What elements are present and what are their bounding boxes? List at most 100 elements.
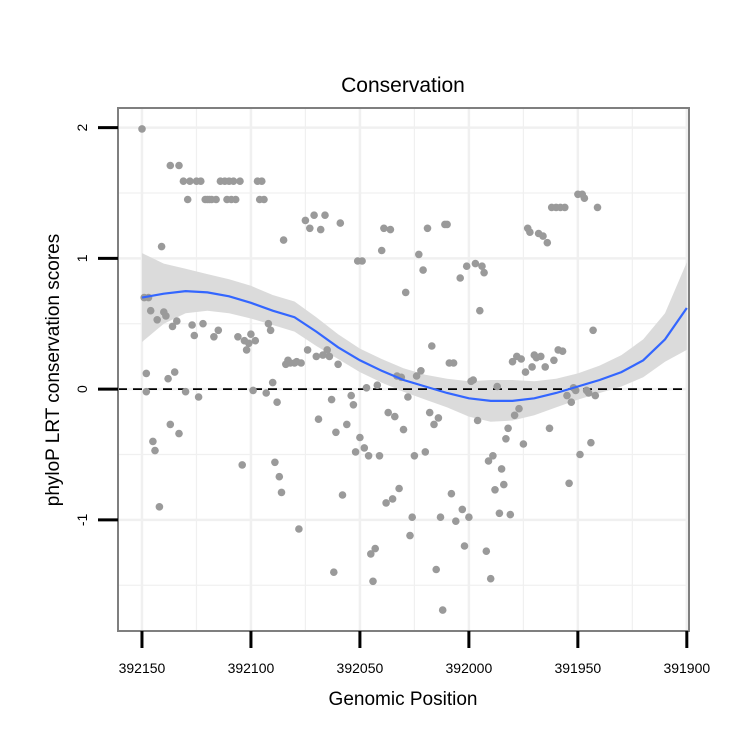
- x-tick-label: 391900: [663, 660, 710, 676]
- data-point: [343, 420, 351, 429]
- data-point: [382, 499, 390, 507]
- data-point: [438, 606, 447, 614]
- data-point: [297, 359, 305, 367]
- data-point: [510, 411, 519, 420]
- data-point: [565, 479, 573, 488]
- y-tick-label: 0: [74, 385, 90, 393]
- data-point: [434, 414, 443, 422]
- smooth-curve: [141, 289, 688, 402]
- data-point: [497, 465, 506, 473]
- data-point: [166, 161, 175, 170]
- data-point: [384, 408, 393, 417]
- data-point: [330, 568, 338, 576]
- data-point: [323, 346, 332, 354]
- data-point: [421, 448, 430, 456]
- chart-title: Conservation: [341, 74, 465, 97]
- data-point: [423, 224, 432, 233]
- data-point: [528, 363, 536, 371]
- data-point: [157, 242, 166, 251]
- data-point: [188, 321, 196, 329]
- data-point: [521, 368, 530, 376]
- data-point: [212, 195, 220, 204]
- data-point: [500, 480, 508, 489]
- data-point: [360, 444, 369, 452]
- data-point: [153, 316, 161, 324]
- data-point: [236, 177, 244, 185]
- data-point: [273, 398, 281, 407]
- data-point: [401, 288, 410, 297]
- data-point: [456, 274, 465, 282]
- data-point: [506, 510, 515, 519]
- data-point: [351, 448, 360, 456]
- data-point: [245, 339, 253, 348]
- data-point: [173, 317, 181, 325]
- y-tick-label: 2: [74, 123, 90, 131]
- data-point: [146, 306, 155, 315]
- data-point: [515, 404, 523, 413]
- data-point: [367, 550, 375, 558]
- data-point: [197, 177, 205, 185]
- data-point: [436, 513, 445, 521]
- data-point: [190, 331, 199, 340]
- data-point: [266, 326, 275, 335]
- y-tick-label: -1: [74, 513, 90, 526]
- data-point: [388, 495, 397, 503]
- data-point: [194, 393, 203, 401]
- data-point: [563, 391, 571, 400]
- data-point: [371, 544, 380, 553]
- data-point: [149, 437, 157, 446]
- data-point: [377, 246, 386, 255]
- data-point: [279, 236, 288, 244]
- data-point: [415, 250, 423, 259]
- data-point: [151, 446, 159, 455]
- data-point: [334, 360, 342, 369]
- data-point: [181, 387, 190, 396]
- data-point: [391, 412, 399, 421]
- data-point: [242, 346, 251, 354]
- data-point: [476, 306, 484, 315]
- data-point: [162, 312, 170, 320]
- data-point: [406, 531, 414, 540]
- data-point: [561, 203, 569, 212]
- data-point: [295, 525, 303, 533]
- data-point: [473, 416, 482, 425]
- data-point: [462, 262, 471, 271]
- data-point: [408, 513, 417, 521]
- data-point: [319, 351, 327, 359]
- data-point: [480, 268, 488, 277]
- data-point: [428, 342, 436, 350]
- data-point: [493, 382, 502, 391]
- confidence-band-area: [142, 253, 687, 422]
- data-point: [249, 386, 257, 395]
- data-point: [517, 355, 525, 363]
- data-point: [238, 461, 246, 469]
- y-axis: 2 1 0 -1: [74, 123, 118, 526]
- x-axis-label: Genomic Position: [329, 689, 478, 710]
- data-point: [404, 393, 412, 401]
- data-point: [303, 346, 312, 354]
- data-point: [268, 378, 277, 387]
- data-point: [336, 219, 345, 227]
- y-axis-label: phyloP LRT conservation scores: [43, 234, 64, 507]
- data-point: [425, 408, 434, 417]
- x-tick-label: 392150: [119, 660, 166, 676]
- data-point: [301, 216, 310, 225]
- data-point: [465, 513, 473, 521]
- data-point: [471, 259, 480, 268]
- x-axis: 392150 392100 392050 392000 391950 391900: [119, 631, 710, 676]
- data-point: [277, 488, 286, 497]
- data-point: [231, 195, 240, 204]
- data-point: [395, 484, 403, 493]
- y-tick-label: 1: [74, 254, 90, 262]
- data-point: [550, 356, 558, 365]
- data-point: [347, 391, 356, 400]
- data-point: [314, 415, 323, 424]
- data-point: [312, 352, 321, 361]
- data-point: [175, 161, 183, 170]
- data-point: [332, 428, 340, 437]
- data-point: [260, 195, 268, 204]
- data-point: [460, 542, 469, 550]
- data-point: [543, 238, 552, 247]
- data-point: [186, 177, 194, 185]
